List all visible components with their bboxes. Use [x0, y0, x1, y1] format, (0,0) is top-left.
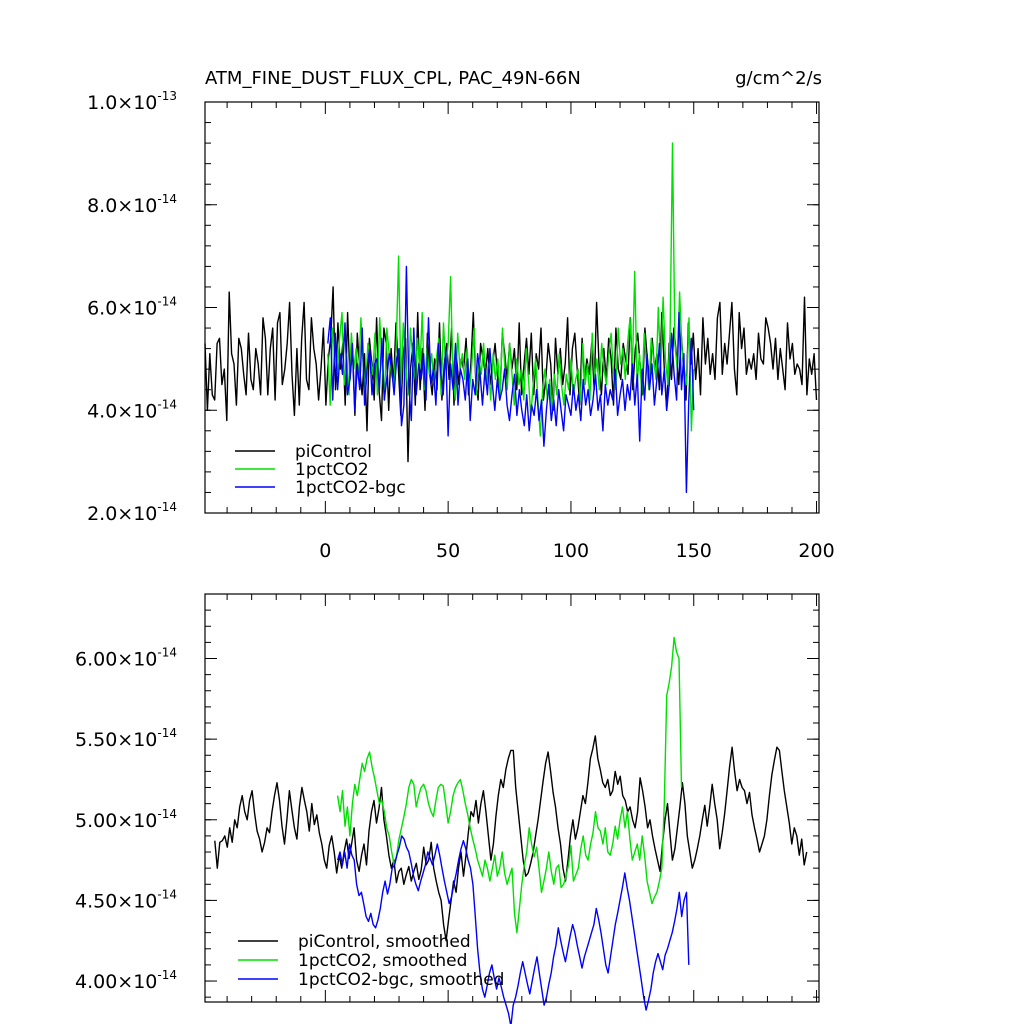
series-line-1pctco2	[327, 142, 695, 437]
legend-label-picontrol-smoothed: piControl, smoothed	[298, 932, 471, 952]
legend-label-1pctco2-bgc-smoothed: 1pctCO2-bgc, smoothed	[298, 970, 504, 990]
x-tick-label: 50	[436, 540, 460, 562]
y-tick-label: 4.00×10-14	[75, 968, 177, 993]
y-tick-label: 5.50×10-14	[75, 726, 177, 751]
top-axes: 0 50 100 150 200 2.0×10-14 4.0×10-14 6.0×10-14 8…	[87, 89, 835, 562]
plot-frame-smoothed	[204, 593, 820, 1003]
series-line-picontrol-smoothed	[214, 735, 808, 942]
y-tick-label: 4.0×10-14	[87, 397, 177, 422]
bottom-panel: 4.00×10-14 4.50×10-14 5.00×10-14 5.50×10-14…	[75, 593, 820, 1024]
y-tick-label: 2.0×10-14	[87, 500, 177, 525]
bottom-series-group	[214, 636, 808, 1024]
series-line-picontrol	[204, 286, 818, 463]
legend-label-picontrol: piControl	[295, 442, 372, 462]
top-panel: ATM_FINE_DUST_FLUX_CPL, PAC_49N-66N g/cm…	[87, 68, 835, 562]
y-tick-label: 8.0×10-14	[87, 192, 177, 217]
x-tick-label: 200	[798, 540, 834, 562]
y-tick-label: 6.00×10-14	[75, 646, 177, 671]
y-tick-label: 4.50×10-14	[75, 887, 177, 912]
x-tick-label: 0	[319, 540, 331, 562]
top-series-group	[204, 142, 818, 494]
x-tick-label: 100	[553, 540, 589, 562]
legend-label-1pctco2-bgc: 1pctCO2-bgc	[295, 478, 406, 498]
y-tick-label: 1.0×10-13	[87, 89, 177, 114]
series-line-1pctco2-bgc-smoothed	[336, 835, 690, 1024]
legend-label-1pctco2-smoothed: 1pctCO2, smoothed	[298, 951, 467, 971]
series-line-1pctco2-bgc	[327, 265, 695, 494]
x-tick-label: 150	[676, 540, 712, 562]
bottom-axes: 4.00×10-14 4.50×10-14 5.00×10-14 5.50×10-14…	[75, 593, 819, 1002]
chart-title: ATM_FINE_DUST_FLUX_CPL, PAC_49N-66N	[205, 68, 581, 89]
y-tick-label: 5.00×10-14	[75, 807, 177, 832]
units-label: g/cm^2/s	[735, 68, 822, 89]
y-tick-label: 6.0×10-14	[87, 295, 177, 320]
legend-label-1pctco2: 1pctCO2	[295, 460, 369, 480]
